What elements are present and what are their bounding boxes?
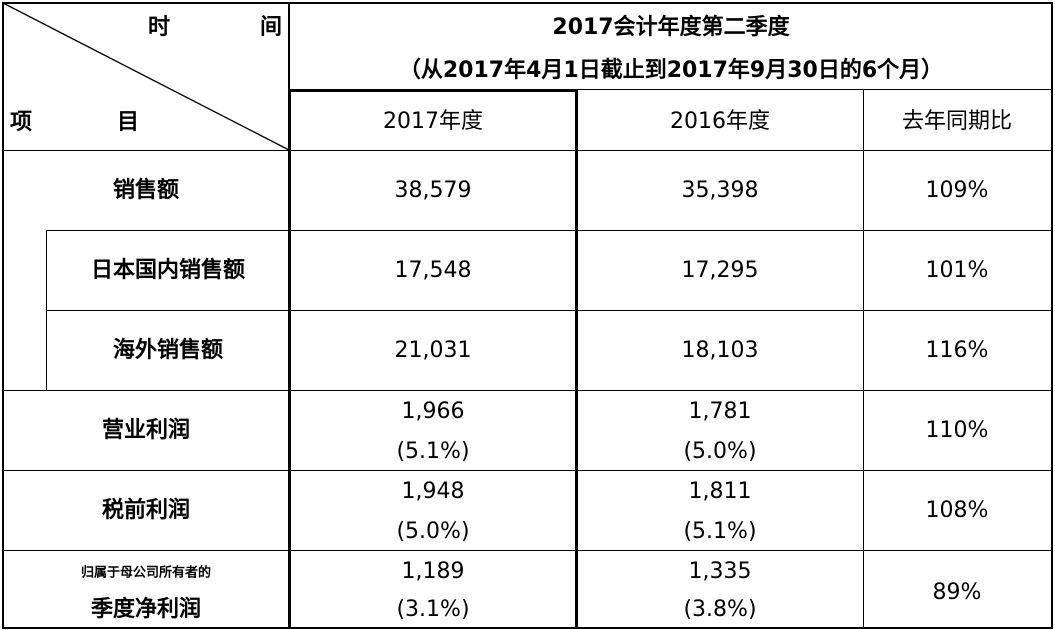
- cell-operating-2017: 1,966: [401, 399, 465, 424]
- cell-net-ratio: 89%: [932, 580, 982, 605]
- cell-net-2017: 1,189: [401, 559, 465, 584]
- cell-net-2016-pct: (3.8%): [683, 597, 757, 622]
- cell-operating-ratio: 110%: [925, 418, 989, 443]
- row-label-overseas-sales: 海外销售额: [112, 338, 224, 363]
- cell-operating-2017-pct: (5.1%): [396, 439, 470, 464]
- column-header-2016: 2016年度: [670, 109, 770, 134]
- row-label-net-profit: 季度净利润: [90, 597, 202, 622]
- cell-overseas-2017: 21,031: [394, 338, 472, 363]
- border-left: [2, 2, 4, 628]
- cell-overseas-2016: 18,103: [681, 338, 759, 363]
- cell-net-2017-pct: (3.1%): [396, 597, 470, 622]
- cell-pretax-2016: 1,811: [688, 479, 752, 504]
- hline-row4: [2, 470, 1053, 471]
- cell-operating-2016: 1,781: [688, 399, 752, 424]
- column-header-ratio: 去年同期比: [901, 109, 1013, 134]
- row-label-sales: 销售额: [112, 178, 180, 203]
- header-item-label-2: 目: [117, 110, 140, 135]
- header-time-label-1: 时: [148, 15, 171, 40]
- row-label-operating-profit: 营业利润: [101, 418, 191, 443]
- cell-overseas-ratio: 116%: [925, 338, 989, 363]
- border-bottom: [2, 627, 1053, 629]
- border-right: [1051, 2, 1053, 628]
- cell-domestic-2016: 17,295: [681, 258, 759, 283]
- row-label-pretax-profit: 税前利润: [101, 498, 191, 523]
- vline-2017-right-thick: [575, 89, 578, 628]
- cell-pretax-2016-pct: (5.1%): [683, 519, 757, 544]
- column-header-2017: 2017年度: [383, 109, 483, 134]
- hline-row5: [2, 550, 1053, 551]
- header-item-label-1: 项: [10, 110, 33, 135]
- hline-header-bottom: [2, 150, 1053, 151]
- border-top: [2, 2, 1053, 4]
- header-time-label-2: 间: [260, 15, 283, 40]
- cell-pretax-2017-pct: (5.0%): [396, 519, 470, 544]
- row-label-net-profit-prefix: 归属于母公司所有者的: [80, 565, 212, 581]
- cell-sales-2016: 35,398: [681, 178, 759, 203]
- hline-2017-top-thick: [289, 89, 578, 92]
- vline-2017-left-thick: [288, 89, 291, 628]
- cell-pretax-ratio: 108%: [925, 498, 989, 523]
- period-range: （从2017年4月1日截止到2017年9月30日的6个月）: [398, 58, 944, 83]
- hline-under-period: [289, 89, 1052, 90]
- cell-operating-2016-pct: (5.0%): [683, 439, 757, 464]
- cell-domestic-2017: 17,548: [394, 258, 472, 283]
- cell-domestic-ratio: 101%: [925, 258, 989, 283]
- hline-row3: [2, 390, 1053, 391]
- cell-sales-2017: 38,579: [394, 178, 472, 203]
- hline-row1: [46, 230, 1052, 231]
- hline-row2: [46, 310, 1052, 311]
- row-label-domestic-sales: 日本国内销售额: [90, 258, 246, 283]
- cell-sales-ratio: 109%: [925, 178, 989, 203]
- period-title: 2017会计年度第二季度: [552, 15, 790, 40]
- cell-net-2016: 1,335: [688, 559, 752, 584]
- cell-pretax-2017: 1,948: [401, 479, 465, 504]
- vline-ratio-col: [863, 89, 864, 628]
